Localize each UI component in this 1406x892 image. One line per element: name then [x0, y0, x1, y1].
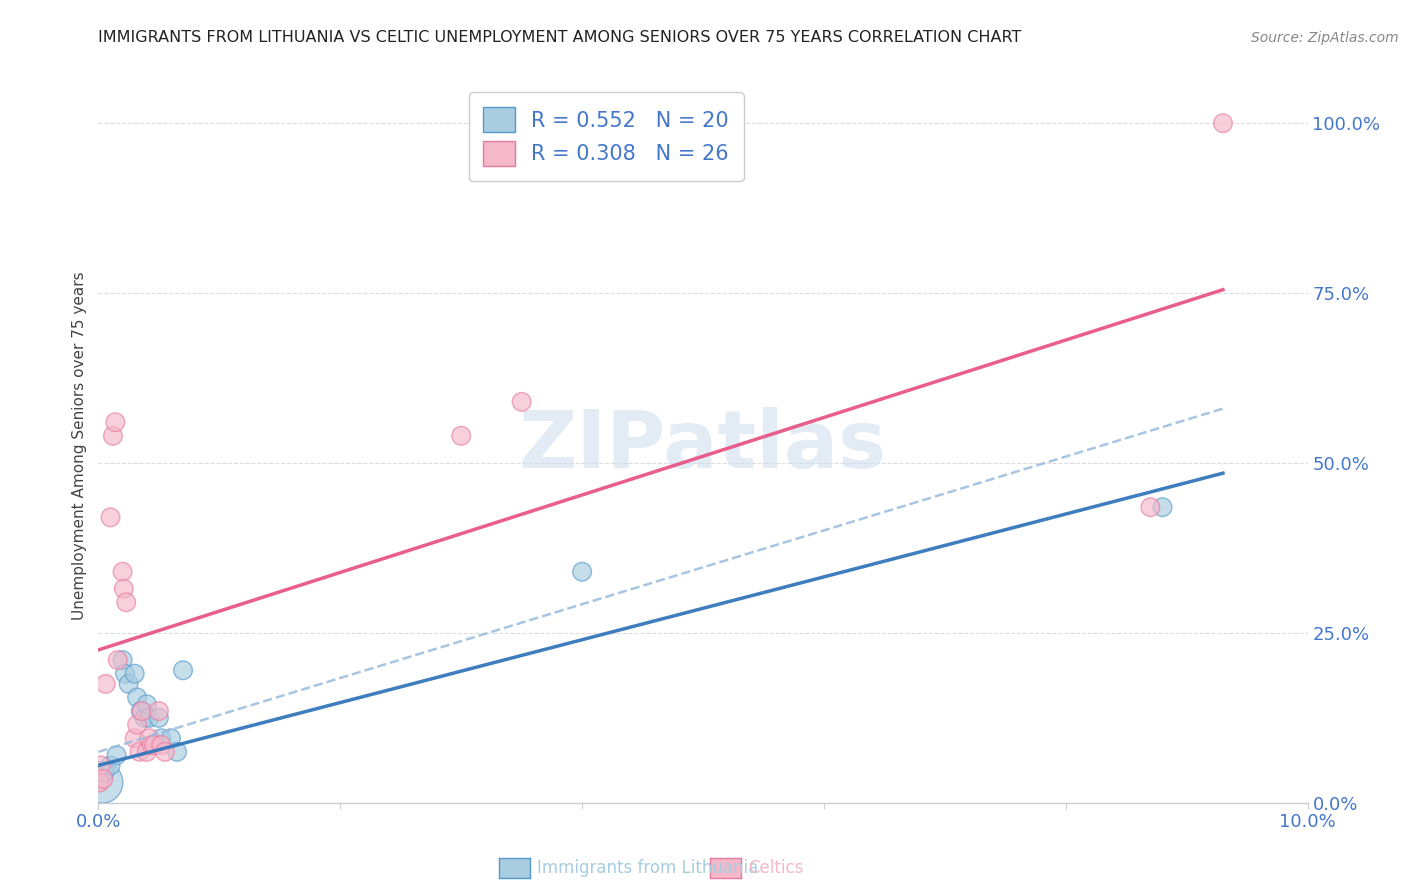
Point [150, 731, 173, 746]
Point [100, 758, 122, 772]
Point [104, 415, 127, 429]
Point [166, 745, 188, 759]
Point [127, 717, 149, 731]
Text: Source: ZipAtlas.com: Source: ZipAtlas.com [1251, 30, 1399, 45]
Point [91, 772, 114, 786]
Point [1152, 500, 1174, 515]
Legend: R = 0.552   N = 20, R = 0.308   N = 26: R = 0.552 N = 20, R = 0.308 N = 26 [470, 93, 744, 181]
Point [112, 582, 135, 596]
Text: Celtics: Celtics [748, 859, 803, 877]
Y-axis label: Unemployment Among Seniors over 75 years: Unemployment Among Seniors over 75 years [72, 272, 87, 620]
Point [111, 653, 134, 667]
Point [138, 711, 160, 725]
Point [111, 565, 134, 579]
Point [150, 738, 173, 752]
Point [1139, 500, 1161, 515]
Point [107, 653, 129, 667]
Point [129, 704, 152, 718]
Point [135, 745, 157, 759]
Point [148, 704, 170, 718]
Point [124, 731, 146, 746]
Point [138, 731, 160, 746]
Point [510, 394, 533, 409]
Point [90, 758, 112, 772]
Point [135, 698, 157, 712]
Point [153, 745, 176, 759]
Point [131, 704, 153, 718]
Point [115, 595, 138, 609]
Point [134, 711, 156, 725]
Point [1212, 116, 1234, 130]
Point [172, 663, 194, 677]
Point [94, 677, 117, 691]
Point [101, 429, 124, 443]
Point [450, 429, 472, 443]
Point [91, 775, 114, 789]
Point [148, 711, 170, 725]
Text: ZIPatlas: ZIPatlas [519, 407, 887, 485]
Text: Immigrants from Lithuania: Immigrants from Lithuania [537, 859, 758, 877]
Point [160, 731, 183, 746]
Point [127, 690, 149, 705]
Point [114, 666, 136, 681]
Text: IMMIGRANTS FROM LITHUANIA VS CELTIC UNEMPLOYMENT AMONG SENIORS OVER 75 YEARS COR: IMMIGRANTS FROM LITHUANIA VS CELTIC UNEM… [98, 29, 1022, 45]
Point [141, 738, 163, 752]
Point [100, 510, 122, 524]
Point [124, 666, 146, 681]
Point [89, 775, 111, 789]
Point [118, 677, 141, 691]
Point [128, 745, 150, 759]
Point [93, 765, 115, 780]
Point [571, 565, 593, 579]
Point [143, 738, 166, 752]
Point [105, 748, 128, 763]
